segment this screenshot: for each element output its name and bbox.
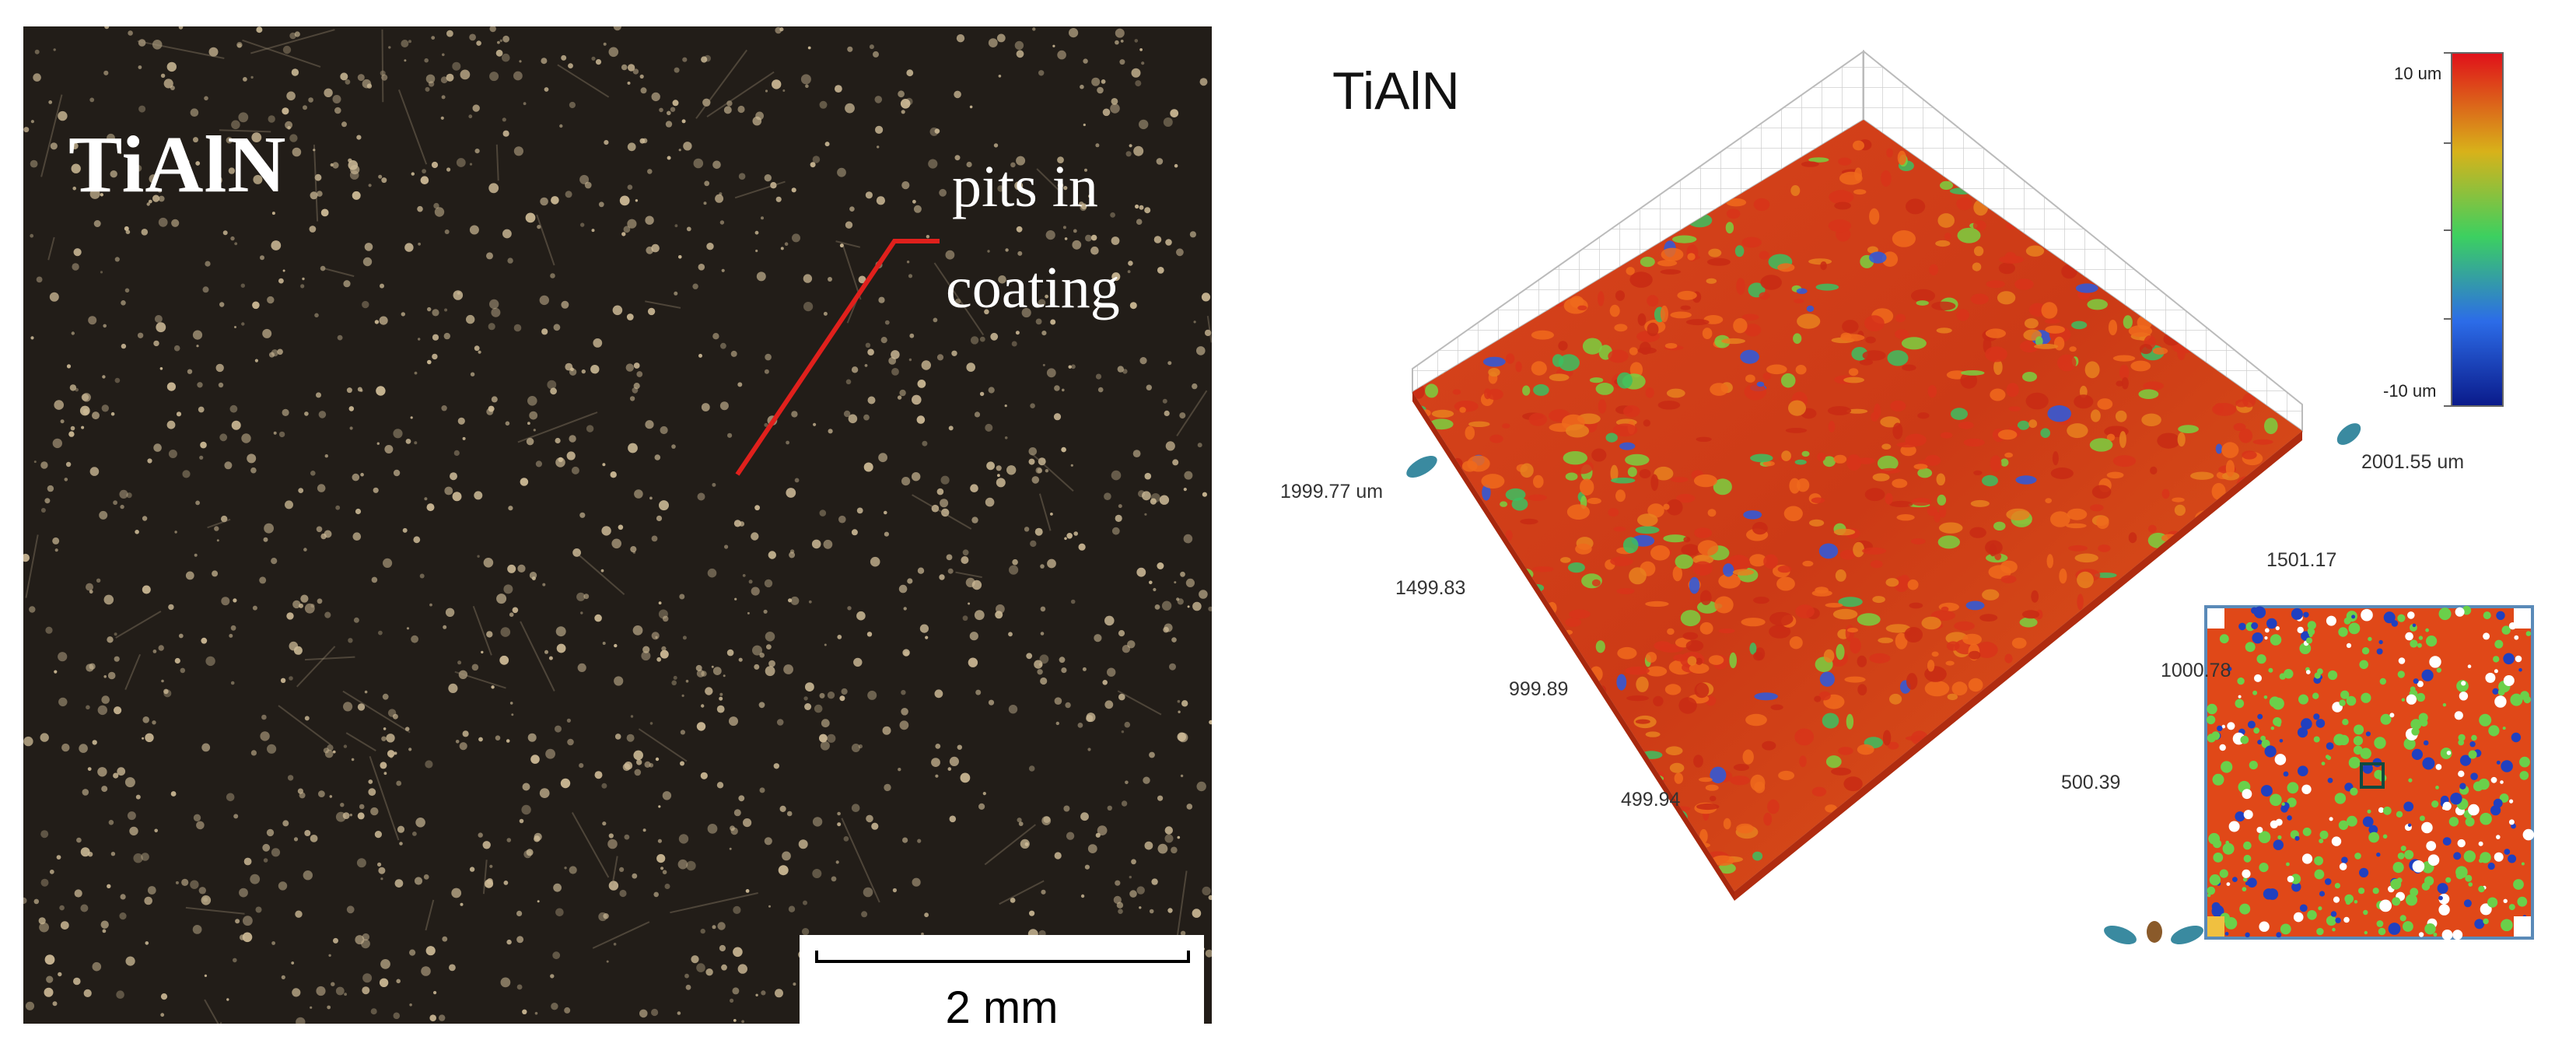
axis-left-label-1: 1999.77 um (1280, 481, 1384, 502)
axis-left-label-4: 499.94 (1621, 789, 1681, 811)
surface-3d-plot (1406, 49, 2535, 945)
micrograph-texture (23, 26, 1212, 1024)
colorbar-min-label: -10 um (2383, 381, 2437, 401)
surface-base (1412, 120, 2302, 891)
axis-right-label-3: 1000.78 (2161, 660, 2231, 681)
annotation-pointer (735, 239, 940, 476)
optical-micrograph: TiAlN pits in coating 2 mm (23, 26, 1212, 1024)
axis-right-label-1: 2001.55 um (2361, 451, 2465, 473)
micrograph-label: TiAlN (68, 120, 287, 209)
profilometry-panel: TiAlN (1276, 26, 2567, 1024)
axis-left-label-3: 999.89 (1509, 678, 1569, 700)
colorbar-max-label: 10 um (2394, 64, 2442, 83)
annotation-line-2: coating (946, 255, 1120, 320)
colorbar (2444, 52, 2504, 407)
axis-right-label-2: 1501.17 (2266, 549, 2337, 571)
axis-right-label-4: 500.39 (2061, 772, 2121, 793)
scale-bar-label: 2 mm (945, 982, 1059, 1024)
axis-left-label-2: 1499.83 (1395, 577, 1466, 599)
annotation-line-1: pits in (952, 154, 1098, 219)
profile-title: TiAlN (1332, 61, 1460, 121)
surface-edge (1412, 392, 1734, 901)
inset-map (2204, 605, 2535, 940)
surface-edge-right (1734, 431, 2302, 901)
view-markers (1406, 423, 2361, 945)
scale-bar: 2 mm (800, 935, 1204, 1024)
